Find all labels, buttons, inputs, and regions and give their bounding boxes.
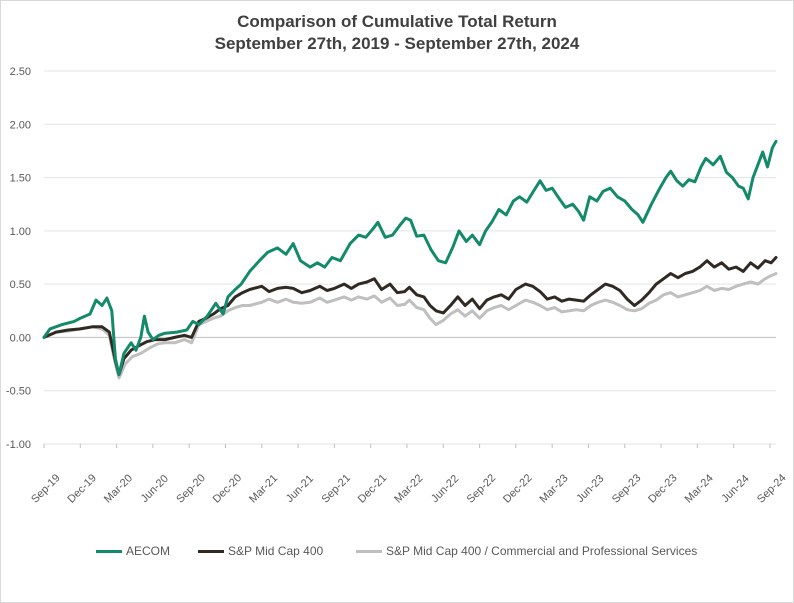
x-tick-label: Jun-21 xyxy=(284,473,316,505)
x-tick-label: Sep-19 xyxy=(29,472,63,506)
x-tick-label: Mar-24 xyxy=(683,472,716,505)
x-tick-label: Dec-23 xyxy=(646,472,680,506)
legend-item-commercial-services: S&P Mid Cap 400 / Commercial and Profess… xyxy=(356,542,697,560)
x-tick-label: Mar-21 xyxy=(247,472,280,505)
x-tick-label: Jun-24 xyxy=(719,473,751,505)
y-axis-ticks: 2.50 2.00 1.50 1.00 0.50 0.00 -0.50 -1.00 xyxy=(6,66,31,451)
legend-swatch-aecom xyxy=(96,549,122,553)
legend-label-aecom: AECOM xyxy=(126,544,171,558)
x-tick-label: Sep-23 xyxy=(610,472,644,506)
y-tick-label: 2.00 xyxy=(10,119,31,131)
legend-swatch-sp-midcap-400 xyxy=(198,549,224,553)
y-tick-label: 2.50 xyxy=(10,66,31,78)
legend-item-aecom: AECOM xyxy=(96,542,170,560)
x-tick-label: Jun-23 xyxy=(574,473,606,505)
series-line-aecom xyxy=(42,139,778,377)
x-tick-label: Sep-21 xyxy=(319,472,353,506)
legend-item-sp-midcap-400: S&P Mid Cap 400 xyxy=(198,542,323,560)
y-tick-label: 1.50 xyxy=(10,173,31,185)
legend-label-sp-midcap-400: S&P Mid Cap 400 xyxy=(228,544,324,558)
legend-label-commercial-services: S&P Mid Cap 400 / Commercial and Profess… xyxy=(386,544,698,558)
series-lines xyxy=(42,139,778,380)
legend-swatch-commercial-services xyxy=(356,549,382,553)
x-tick-label: Sep-20 xyxy=(174,472,208,506)
y-tick-label: -0.50 xyxy=(6,386,31,398)
x-tick-label: Dec-20 xyxy=(211,472,245,506)
y-tick-label: 0.00 xyxy=(10,332,31,344)
x-tick-label: Mar-22 xyxy=(392,472,425,505)
y-tick-label: 0.50 xyxy=(10,279,31,291)
chart-title: Comparison of Cumulative Total Return xyxy=(237,12,557,31)
y-tick-label: -1.00 xyxy=(6,439,31,451)
x-tick-label: Jun-22 xyxy=(429,473,461,505)
x-tick-label: Jun-20 xyxy=(139,473,171,505)
x-tick-label: Dec-19 xyxy=(65,472,99,506)
y-tick-label: 1.00 xyxy=(10,226,31,238)
chart-subtitle: September 27th, 2019 - September 27th, 2… xyxy=(214,34,580,53)
x-tick-label: Mar-23 xyxy=(537,472,570,505)
x-tick-label: Sep-22 xyxy=(465,472,499,506)
series-line-sp-midcap-400 xyxy=(42,256,778,377)
series-line-sp-commercial-services xyxy=(42,272,778,380)
grid-lines xyxy=(44,70,776,445)
x-tick-label: Dec-22 xyxy=(501,472,535,506)
x-tick-label: Mar-20 xyxy=(102,472,135,505)
x-axis-ticks: Sep-19 Dec-19 Mar-20 Jun-20 Sep-20 Dec-20 Mar-… xyxy=(29,444,789,506)
x-tick-label: Dec-21 xyxy=(356,472,390,506)
x-tick-label: Sep-24 xyxy=(755,472,789,506)
